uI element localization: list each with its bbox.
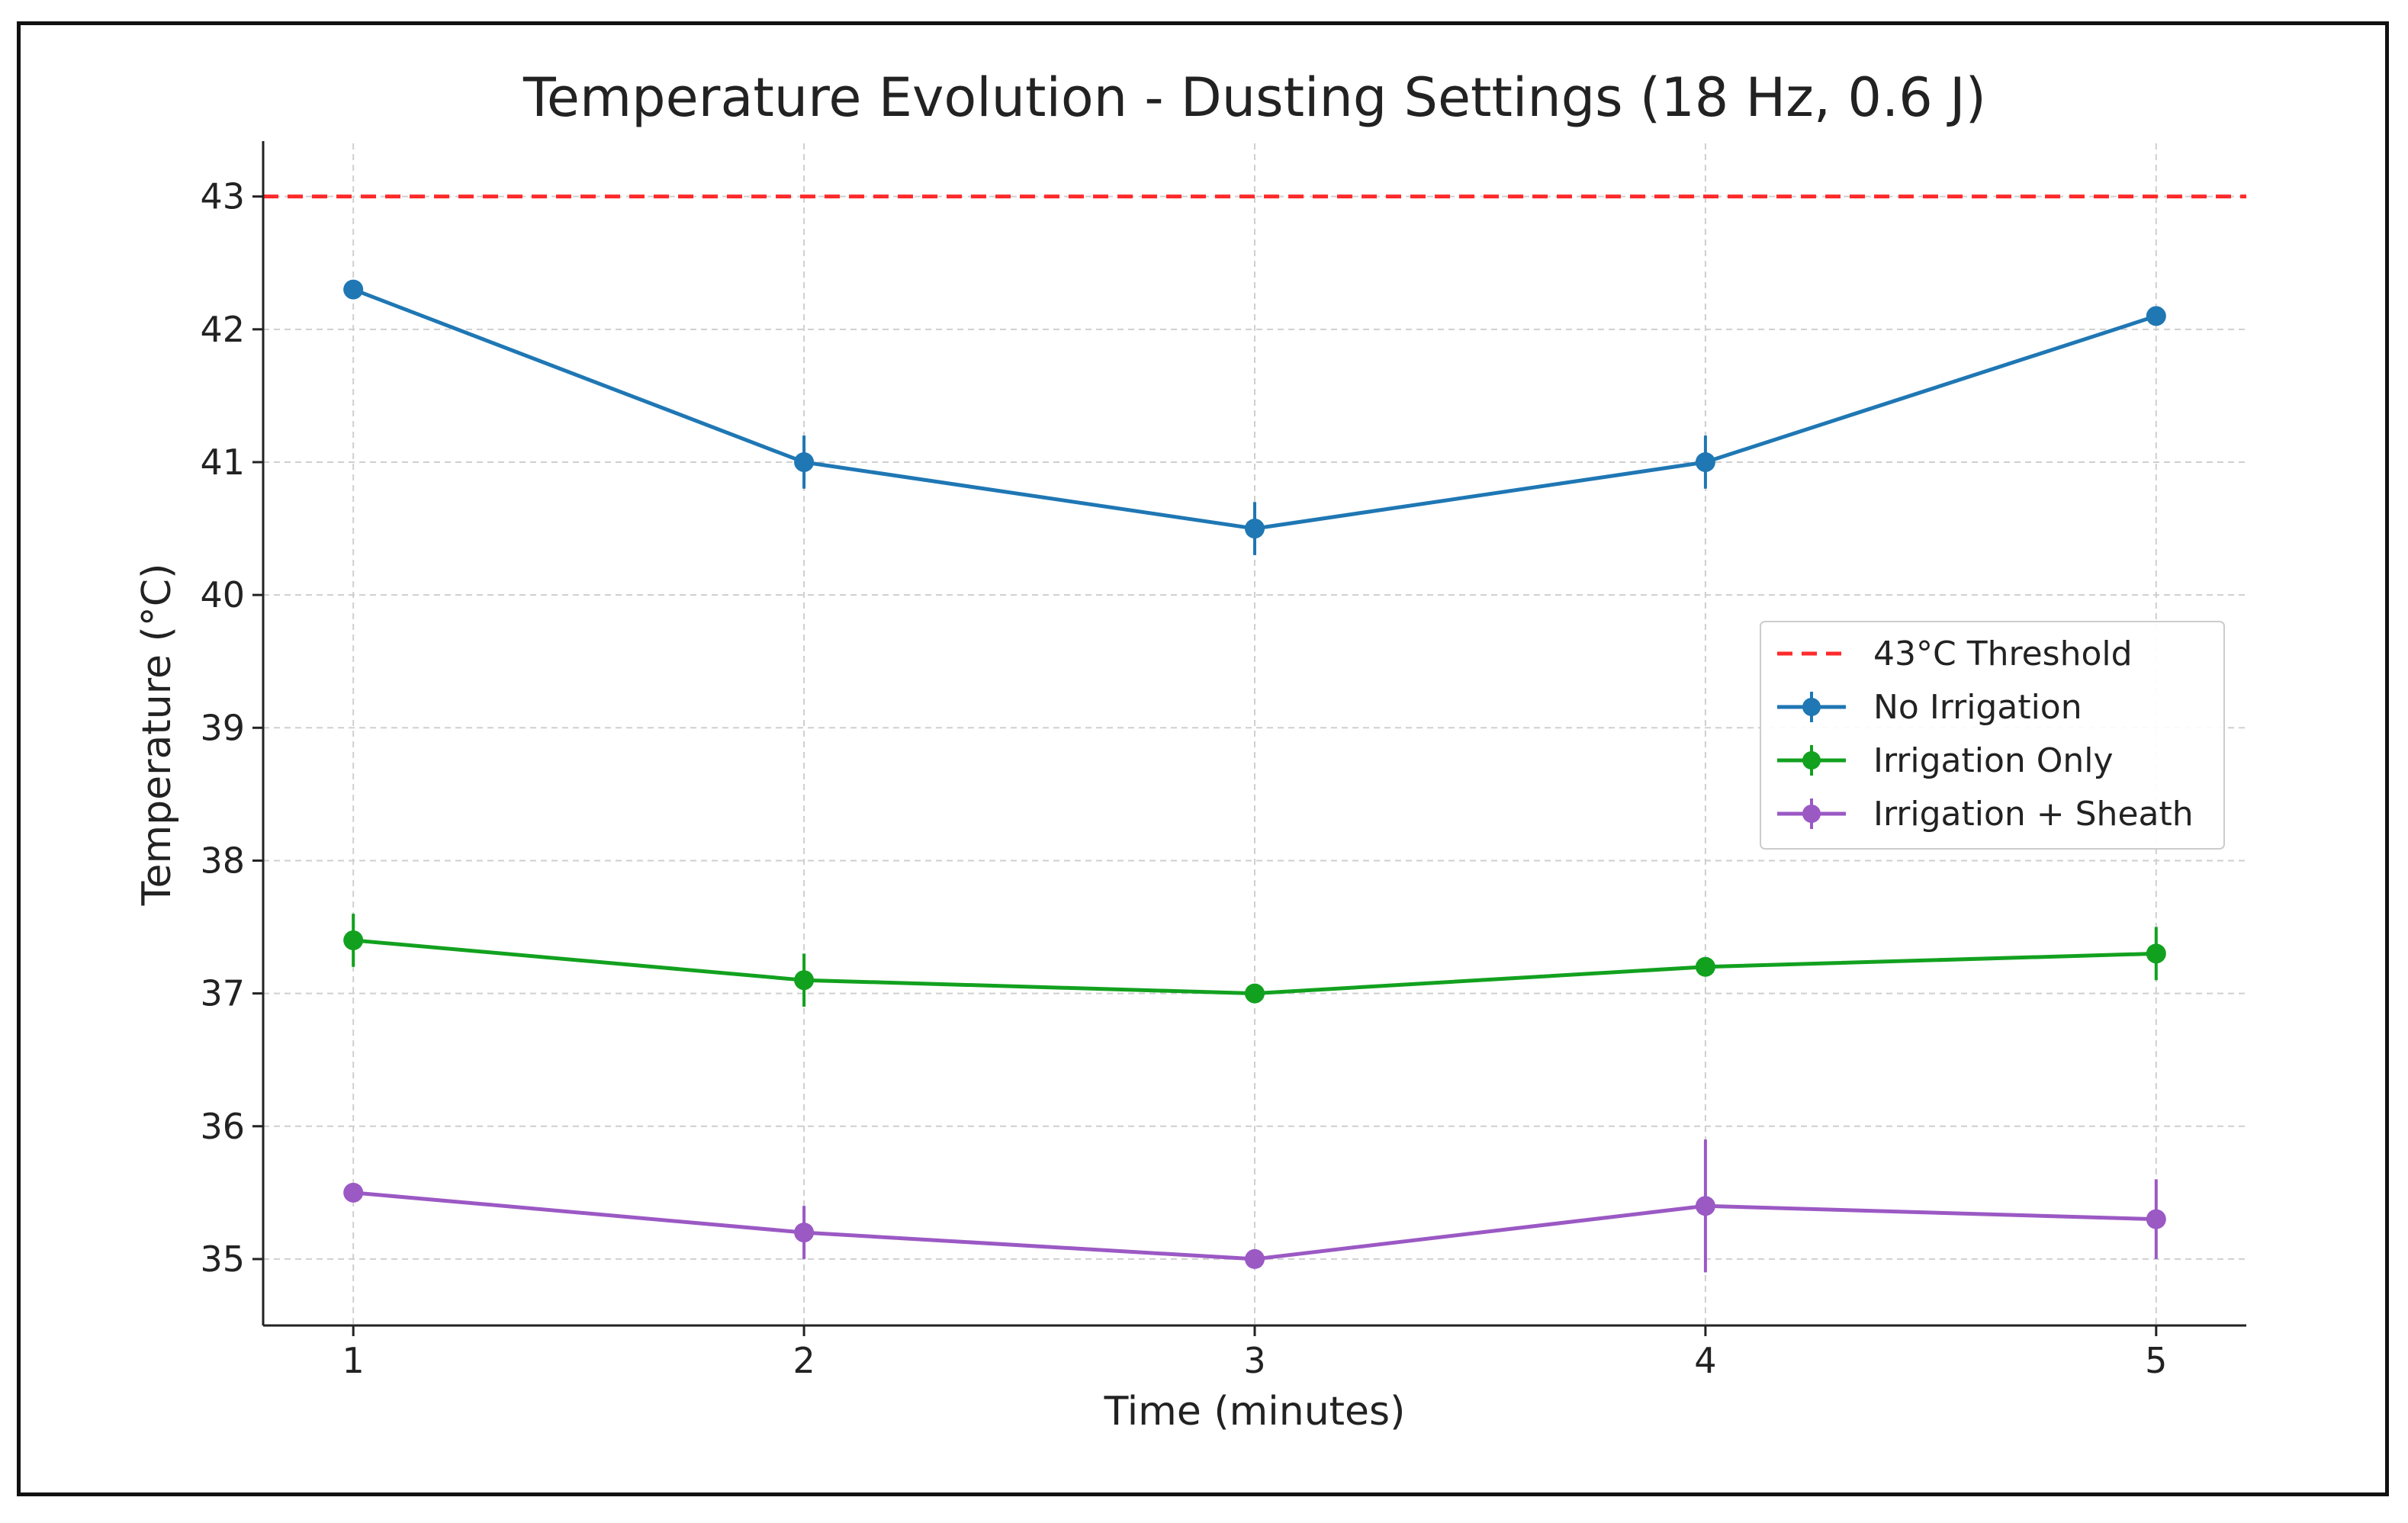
data-point	[1245, 983, 1265, 1004]
y-tick-label: 35	[200, 1239, 245, 1280]
y-tick-label: 37	[200, 973, 245, 1014]
y-tick-label: 36	[200, 1106, 245, 1147]
data-point	[794, 970, 815, 991]
legend-threshold-label: 43°C Threshold	[1873, 635, 2133, 673]
y-tick-label: 42	[200, 309, 245, 350]
legend-label: No Irrigation	[1873, 688, 2082, 727]
y-tick-label: 43	[200, 176, 245, 217]
x-tick-label: 2	[792, 1340, 815, 1381]
legend-label: Irrigation + Sheath	[1873, 795, 2194, 834]
legend-handle-marker	[1802, 805, 1821, 823]
data-point	[343, 930, 364, 950]
legend-handle-marker	[1802, 698, 1821, 716]
x-tick-label: 3	[1243, 1340, 1265, 1381]
chart-title: Temperature Evolution - Dusting Settings…	[522, 66, 1986, 129]
y-tick-label: 40	[200, 574, 245, 615]
data-point	[1245, 1248, 1265, 1269]
data-point	[1695, 1196, 1715, 1216]
data-point	[2146, 306, 2166, 326]
data-point	[1695, 451, 1715, 472]
y-tick-label: 38	[200, 840, 245, 881]
x-tick-label: 1	[342, 1340, 365, 1381]
x-tick-label: 5	[2145, 1340, 2167, 1381]
data-point	[1245, 519, 1265, 539]
data-point	[343, 1182, 364, 1203]
legend-handle-marker	[1802, 751, 1821, 770]
data-point	[794, 451, 815, 472]
y-tick-label: 39	[200, 707, 245, 748]
data-point	[2146, 1209, 2166, 1229]
data-point	[794, 1223, 815, 1243]
legend-label: Irrigation Only	[1873, 741, 2114, 780]
y-tick-label: 41	[200, 442, 245, 483]
y-axis-title: Temperature (°C)	[134, 564, 180, 907]
data-point	[2146, 943, 2166, 964]
x-axis-title: Time (minutes)	[1104, 1389, 1406, 1435]
x-tick-label: 4	[1694, 1340, 1716, 1381]
figure-frame	[17, 21, 2389, 1496]
legend-box	[1760, 621, 2225, 850]
data-point	[343, 279, 364, 300]
data-point	[1695, 956, 1715, 977]
